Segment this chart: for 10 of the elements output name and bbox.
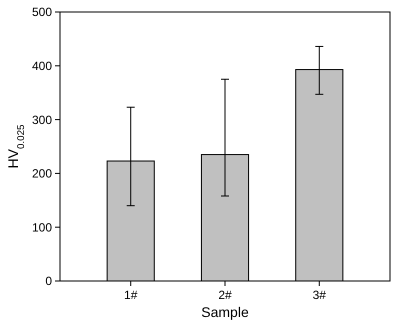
x-tick-label: 1# [124,288,138,302]
y-tick-label: 200 [32,166,52,181]
y-tick-label: 100 [32,220,52,234]
y-tick-label: 500 [32,5,52,20]
x-tick-label: 3# [312,288,326,302]
x-tick-label: 2# [218,288,232,302]
y-tick-label: 0 [45,274,52,288]
x-axis-title: Sample [201,304,249,320]
y-tick-label: 300 [32,112,52,127]
y-tick-label: 400 [32,59,52,73]
